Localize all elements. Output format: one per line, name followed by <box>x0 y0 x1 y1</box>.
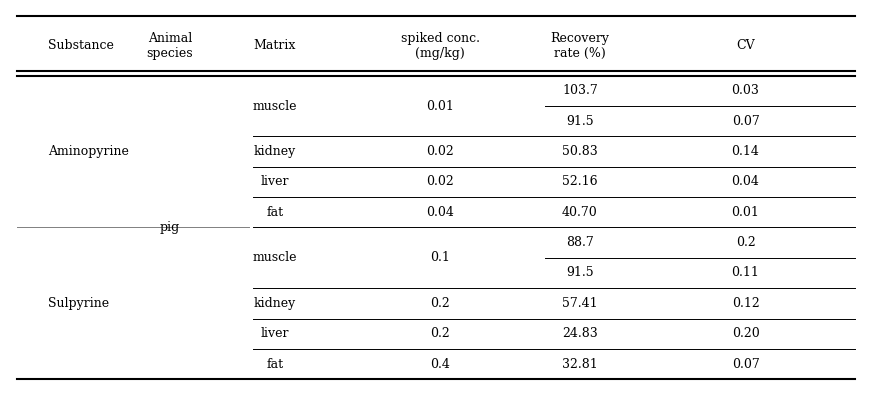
Text: 0.4: 0.4 <box>431 357 450 371</box>
Text: 0.01: 0.01 <box>732 206 760 219</box>
Text: 91.5: 91.5 <box>566 267 594 280</box>
Text: liver: liver <box>261 175 289 188</box>
Text: Animal
species: Animal species <box>146 32 194 60</box>
Text: muscle: muscle <box>252 251 297 264</box>
Text: kidney: kidney <box>254 297 296 310</box>
Text: 0.2: 0.2 <box>736 236 755 249</box>
Text: pig: pig <box>160 221 181 234</box>
Text: 0.2: 0.2 <box>431 327 450 340</box>
Text: 0.07: 0.07 <box>732 115 760 128</box>
Text: 0.04: 0.04 <box>732 175 760 188</box>
Text: 91.5: 91.5 <box>566 115 594 128</box>
Text: 50.83: 50.83 <box>562 145 597 158</box>
Text: 0.11: 0.11 <box>732 267 760 280</box>
Text: Aminopyrine: Aminopyrine <box>48 145 129 158</box>
Text: 52.16: 52.16 <box>562 175 597 188</box>
Text: 0.01: 0.01 <box>426 100 454 113</box>
Text: 0.1: 0.1 <box>431 251 450 264</box>
Text: 0.12: 0.12 <box>732 297 760 310</box>
Text: CV: CV <box>736 39 755 52</box>
Text: fat: fat <box>266 357 283 371</box>
Text: 40.70: 40.70 <box>562 206 597 219</box>
Text: kidney: kidney <box>254 145 296 158</box>
Text: 0.03: 0.03 <box>732 85 760 98</box>
Text: 57.41: 57.41 <box>562 297 597 310</box>
Text: muscle: muscle <box>252 100 297 113</box>
Text: Sulpyrine: Sulpyrine <box>48 297 109 310</box>
Text: 88.7: 88.7 <box>566 236 594 249</box>
Text: Recovery
rate (%): Recovery rate (%) <box>550 32 610 60</box>
Text: 32.81: 32.81 <box>562 357 597 371</box>
Text: 0.04: 0.04 <box>426 206 454 219</box>
Text: 0.20: 0.20 <box>732 327 760 340</box>
Text: 0.02: 0.02 <box>426 145 454 158</box>
Text: 24.83: 24.83 <box>562 327 597 340</box>
Text: fat: fat <box>266 206 283 219</box>
Text: 0.14: 0.14 <box>732 145 760 158</box>
Text: spiked conc.
(mg/kg): spiked conc. (mg/kg) <box>401 32 480 60</box>
Text: Substance: Substance <box>48 39 114 52</box>
Text: 103.7: 103.7 <box>562 85 597 98</box>
Text: Matrix: Matrix <box>254 39 296 52</box>
Text: liver: liver <box>261 327 289 340</box>
Text: 0.07: 0.07 <box>732 357 760 371</box>
Text: 0.2: 0.2 <box>431 297 450 310</box>
Text: 0.02: 0.02 <box>426 175 454 188</box>
